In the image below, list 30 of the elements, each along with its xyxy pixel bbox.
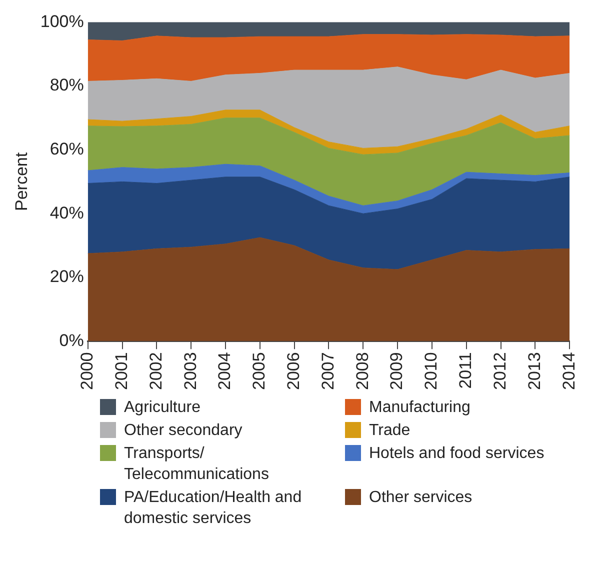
- legend-label: Other secondary: [124, 421, 242, 441]
- x-tick-label: 2014: [559, 352, 578, 390]
- x-tick-label: 2003: [180, 352, 200, 390]
- x-tick-label: 2000: [78, 352, 97, 390]
- legend-label: Hotels and food services: [369, 444, 544, 464]
- x-tick-label: 2010: [422, 352, 441, 390]
- x-tick-label: 2001: [112, 352, 131, 390]
- y-tick-label: 100%: [40, 12, 84, 31]
- x-tick-label: 2012: [490, 352, 510, 390]
- legend-label: Manufacturing: [369, 398, 470, 418]
- legend-label: Transports/ Telecommunications: [124, 444, 270, 485]
- y-tick-label: 0%: [59, 330, 84, 350]
- x-tick-label: 2007: [318, 352, 338, 390]
- x-tick-label: 2009: [387, 352, 406, 390]
- y-tick-label: 80%: [50, 76, 84, 95]
- y-tick-label: 20%: [50, 267, 84, 286]
- y-tick-label: 60%: [50, 139, 84, 158]
- x-tick-label: 2006: [284, 352, 304, 390]
- x-tick-label: 2011: [456, 352, 476, 389]
- legend-label: PA/Education/Health and domestic services: [124, 488, 303, 529]
- legend-label: Trade: [369, 421, 410, 441]
- x-tick-label: 2004: [215, 352, 234, 390]
- x-tick-label: 2008: [352, 352, 372, 390]
- y-tick-label: 40%: [50, 203, 84, 222]
- y-axis-title: Percent: [12, 152, 31, 211]
- legend-label: Agriculture: [124, 398, 200, 418]
- legend-label: Other services: [369, 488, 472, 508]
- x-tick-label: 2013: [524, 352, 544, 390]
- x-tick-label: 2002: [146, 352, 166, 390]
- x-tick-label: 2005: [250, 352, 269, 390]
